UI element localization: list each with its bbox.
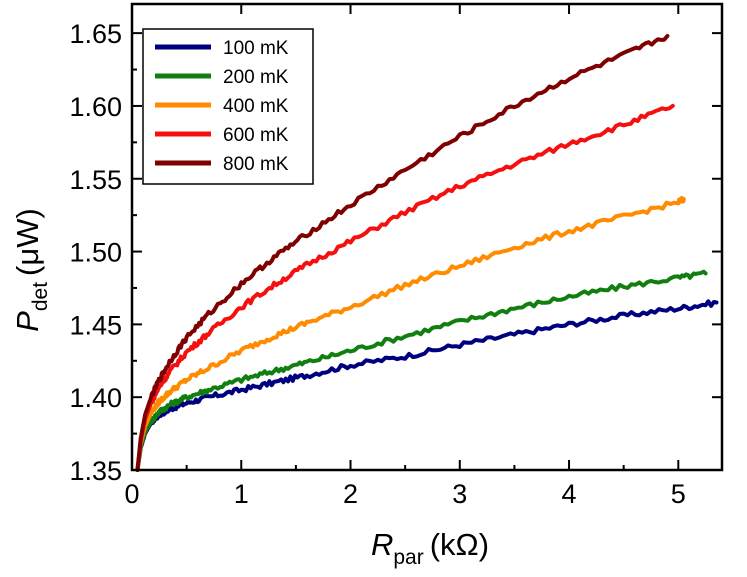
y-tick-label: 1.60 [69,92,122,122]
y-tick-label: 1.50 [69,238,122,268]
y-axis-label-subscript: det [29,282,52,311]
legend-label: 200 mK [223,67,289,88]
x-tick-label: 5 [671,479,686,509]
x-axis-label: Rpar (kΩ) [371,527,489,569]
ticks-layer: 0 1 2 3 4 5 1.35 1.40 1.45 1.50 1.55 1.60 1.65 [69,4,722,509]
x-axis-label-subscript: par [393,546,423,569]
y-axis-label: Pdet (μW) [10,208,52,332]
y-tick-label: 1.55 [69,165,122,195]
y-tick-label: 1.35 [69,456,122,486]
x-tick-label: 4 [562,479,577,509]
x-tick-label: 3 [452,479,467,509]
legend-label: 100 mK [223,38,289,59]
x-tick-label: 1 [234,479,249,509]
y-axis-label-unit: (μW) [10,208,45,276]
y-axis-label-symbol: P [10,311,45,332]
x-axis-label-unit: (kΩ) [430,527,489,562]
x-tick-label: 2 [343,479,358,509]
legend: 100 mK 200 mK 400 mK 600 mK 800 mK [142,28,314,185]
legend-label: 600 mK [223,125,289,146]
y-tick-label: 1.65 [69,19,122,49]
series-line-200-mk [135,269,708,472]
y-tick-label: 1.40 [69,383,122,413]
y-tick-label: 1.45 [69,310,122,340]
legend-label: 800 mK [223,154,289,175]
series-line-400-mk [135,196,686,472]
x-axis-label-symbol: R [371,527,393,562]
plot-frame [130,2,724,472]
series-layer [135,34,719,472]
series-line-800-mk [135,34,670,472]
x-tick-label: 0 [124,479,139,509]
legend-label: 400 mK [223,96,289,117]
